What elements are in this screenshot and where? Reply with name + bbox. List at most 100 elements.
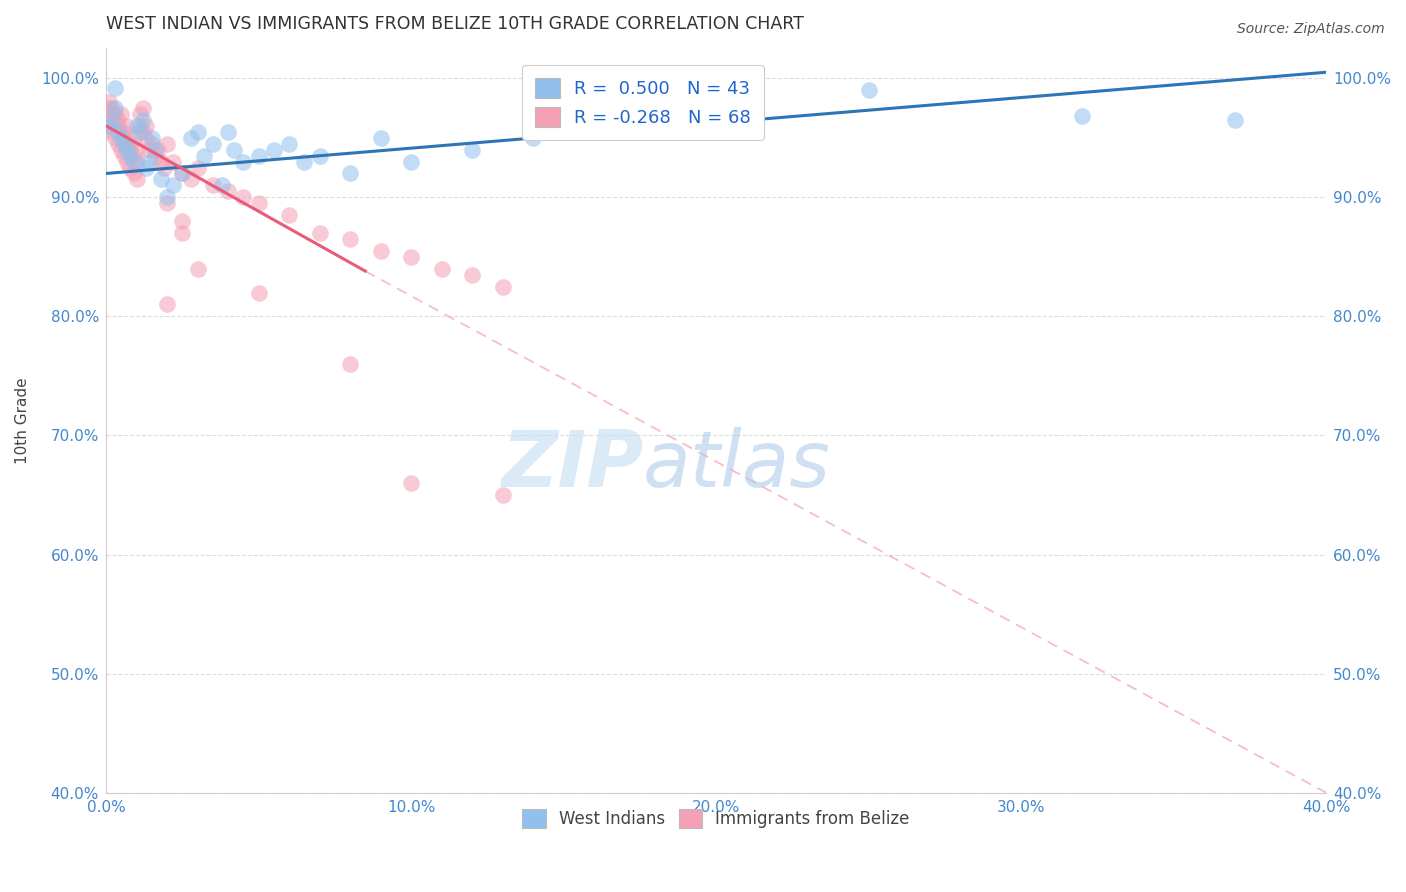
Point <box>263 143 285 157</box>
Point <box>292 154 315 169</box>
Point <box>138 154 160 169</box>
Point <box>1223 112 1246 127</box>
Point <box>107 119 129 133</box>
Point <box>247 148 270 162</box>
Point <box>211 178 233 193</box>
Point <box>143 148 166 162</box>
Point <box>172 214 194 228</box>
Point <box>131 112 153 127</box>
Y-axis label: 10th Grade: 10th Grade <box>15 377 30 464</box>
Point <box>339 232 361 246</box>
Text: Source: ZipAtlas.com: Source: ZipAtlas.com <box>1237 22 1385 37</box>
Point <box>138 143 160 157</box>
Point <box>370 130 392 145</box>
Point <box>143 143 166 157</box>
Text: WEST INDIAN VS IMMIGRANTS FROM BELIZE 10TH GRADE CORRELATION CHART: WEST INDIAN VS IMMIGRANTS FROM BELIZE 10… <box>105 15 804 33</box>
Point <box>146 143 169 157</box>
Point <box>201 136 224 151</box>
Point <box>172 226 194 240</box>
Point <box>98 119 121 133</box>
Point <box>180 172 202 186</box>
Point <box>122 148 145 162</box>
Point <box>128 119 150 133</box>
Point <box>125 119 148 133</box>
Point <box>247 196 270 211</box>
Point <box>308 226 330 240</box>
Point <box>117 119 139 133</box>
Point <box>187 261 209 276</box>
Point <box>101 112 124 127</box>
Point <box>107 125 129 139</box>
Point <box>107 112 129 127</box>
Point <box>162 154 184 169</box>
Point <box>149 154 172 169</box>
Point <box>201 178 224 193</box>
Point <box>117 136 139 151</box>
Point <box>162 178 184 193</box>
Point <box>101 125 124 139</box>
Point <box>156 136 179 151</box>
Point <box>858 83 880 97</box>
Point <box>117 154 139 169</box>
Point <box>187 161 209 175</box>
Point <box>112 136 135 151</box>
Point <box>224 143 246 157</box>
Point <box>308 148 330 162</box>
Point <box>217 125 239 139</box>
Point <box>217 184 239 198</box>
Point <box>370 244 392 258</box>
Point <box>135 130 157 145</box>
Point <box>187 125 209 139</box>
Point <box>110 107 132 121</box>
Point <box>1071 109 1094 123</box>
Point <box>104 101 127 115</box>
Point <box>120 161 142 175</box>
Point <box>339 357 361 371</box>
Point <box>172 166 194 180</box>
Point <box>107 136 129 151</box>
Point <box>193 148 215 162</box>
Point <box>180 130 202 145</box>
Point <box>149 172 172 186</box>
Point <box>141 136 163 151</box>
Point <box>110 125 132 139</box>
Point <box>135 161 157 175</box>
Point <box>131 101 153 115</box>
Point <box>141 130 163 145</box>
Legend: West Indians, Immigrants from Belize: West Indians, Immigrants from Belize <box>515 800 918 837</box>
Point <box>120 136 142 151</box>
Point <box>98 119 121 133</box>
Point <box>125 154 148 169</box>
Point <box>399 250 422 264</box>
Point <box>232 154 254 169</box>
Point <box>278 208 301 222</box>
Point <box>135 119 157 133</box>
Point <box>104 80 127 95</box>
Point <box>156 196 179 211</box>
Point <box>120 148 142 162</box>
Point <box>104 112 127 127</box>
Point <box>101 107 124 121</box>
Point <box>122 166 145 180</box>
Point <box>98 95 121 109</box>
Point <box>399 154 422 169</box>
Point <box>101 101 124 115</box>
Point <box>522 130 544 145</box>
Point <box>112 125 135 139</box>
Point <box>98 101 121 115</box>
Point <box>110 143 132 157</box>
Point <box>125 143 148 157</box>
Point <box>122 154 145 169</box>
Point <box>247 285 270 300</box>
Point <box>128 107 150 121</box>
Point <box>156 190 179 204</box>
Point <box>112 148 135 162</box>
Point <box>104 130 127 145</box>
Text: ZIP: ZIP <box>501 427 643 503</box>
Text: atlas: atlas <box>643 427 831 503</box>
Point <box>125 172 148 186</box>
Point <box>112 130 135 145</box>
Point <box>110 130 132 145</box>
Point <box>430 261 453 276</box>
Point <box>104 107 127 121</box>
